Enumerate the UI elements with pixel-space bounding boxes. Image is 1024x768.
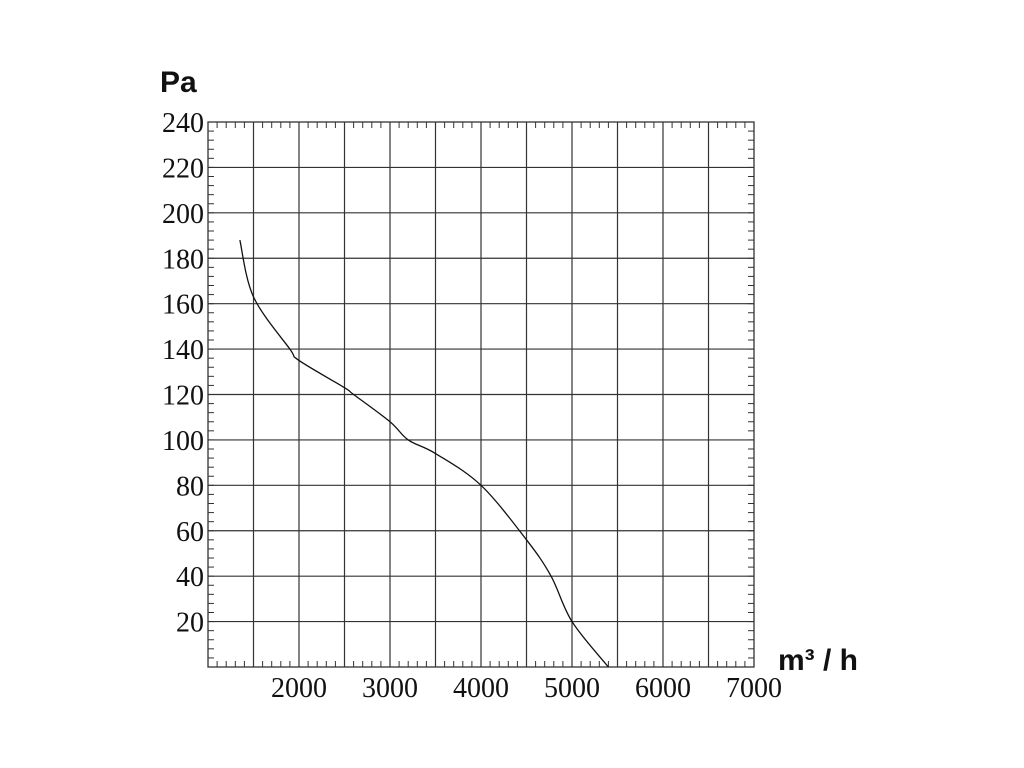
x-tick-label: 7000 (726, 673, 782, 704)
x-tick-label: 6000 (635, 673, 691, 704)
y-tick-label: 160 (162, 290, 204, 321)
y-tick-label: 60 (176, 517, 204, 548)
y-tick-label: 240 (162, 108, 204, 139)
y-axis-label: Pa (160, 66, 197, 99)
grid (208, 122, 754, 667)
x-tick-label: 3000 (362, 673, 418, 704)
minor-ticks (208, 122, 754, 667)
y-tick-label: 200 (162, 199, 204, 230)
y-tick-label: 220 (162, 153, 204, 184)
y-tick-label: 140 (162, 335, 204, 366)
y-tick-label: 20 (176, 608, 204, 639)
x-tick-label: 2000 (271, 673, 327, 704)
x-tick-label: 5000 (544, 673, 600, 704)
series-line (239, 239, 609, 668)
x-tick-labels: 2000 3000 4000 5000 6000 7000 (271, 673, 782, 704)
y-tick-label: 80 (176, 471, 204, 502)
y-tick-label: 120 (162, 381, 204, 412)
y-tick-label: 40 (176, 562, 204, 593)
y-tick-label: 100 (162, 426, 204, 457)
x-axis-label: m³ / h (778, 644, 858, 677)
y-tick-labels: 20 40 60 80 100 120 140 160 180 200 220 240 (162, 108, 204, 639)
plot-frame (207, 121, 755, 668)
x-tick-label: 4000 (453, 673, 509, 704)
y-tick-label: 180 (162, 244, 204, 275)
